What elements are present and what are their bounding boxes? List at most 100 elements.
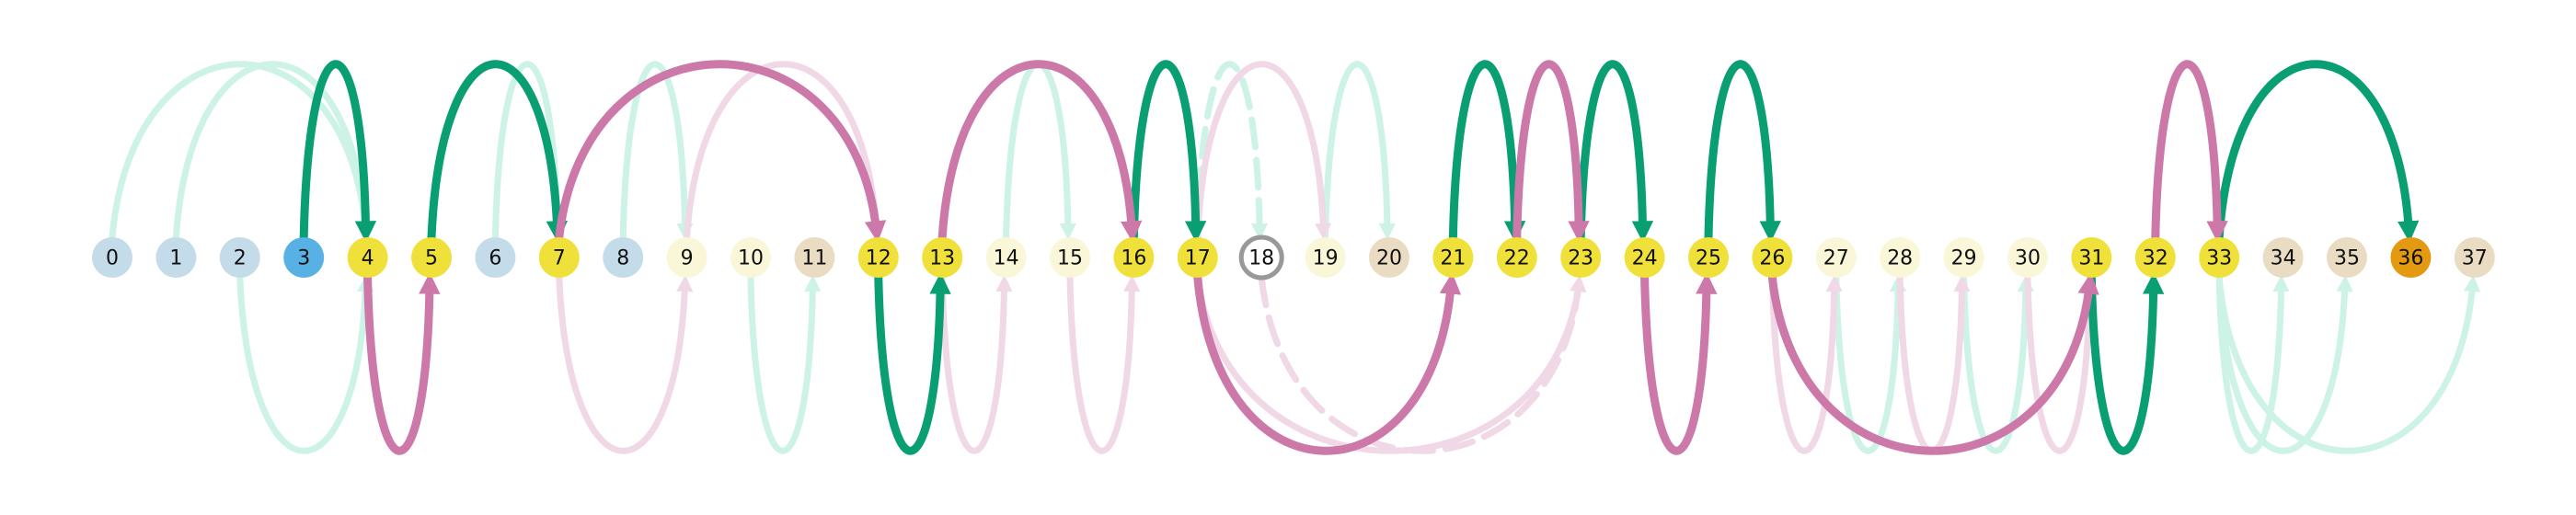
node-5: 5 xyxy=(411,237,452,278)
node-label: 20 xyxy=(1376,247,1402,270)
node-label: 10 xyxy=(738,247,764,270)
edge-33-to-35 xyxy=(2215,274,2353,454)
edge-21-to-22 xyxy=(1448,60,1526,243)
node-label: 8 xyxy=(616,247,629,270)
node-36: 36 xyxy=(2390,237,2432,278)
node-circle xyxy=(1560,237,1602,278)
node-circle xyxy=(1943,237,1984,278)
node-label: 12 xyxy=(866,247,891,270)
node-9: 9 xyxy=(666,237,707,278)
edge-31-to-32 xyxy=(2087,272,2165,455)
edge-8-to-9 xyxy=(619,61,694,241)
node-circle xyxy=(1113,237,1155,278)
edge-28-to-29 xyxy=(1896,274,1971,454)
node-label: 27 xyxy=(1823,247,1849,270)
node-label: 16 xyxy=(1121,247,1146,270)
edge-4-to-5 xyxy=(363,272,441,455)
node-circle xyxy=(475,237,516,278)
node-35: 35 xyxy=(2327,237,2367,278)
node-label: 26 xyxy=(1759,247,1785,270)
edge-33-to-37 xyxy=(2215,274,2481,454)
node-circle xyxy=(1305,237,1346,278)
node-circle xyxy=(1624,237,1665,278)
node-label: 13 xyxy=(929,247,955,270)
node-circle xyxy=(603,237,644,278)
node-circle xyxy=(1815,237,1857,278)
node-label: 18 xyxy=(1248,247,1274,270)
edge-33-to-34 xyxy=(2215,274,2290,454)
node-label: 14 xyxy=(994,247,1019,270)
node-label: 5 xyxy=(425,247,438,270)
node-circle xyxy=(1238,235,1284,280)
node-circle xyxy=(2390,237,2432,278)
edge-17-to-23 xyxy=(1194,274,1587,454)
edge-24-to-25 xyxy=(1640,272,1718,455)
node-circle xyxy=(2134,237,2176,278)
edge-10-to-11 xyxy=(747,274,822,454)
node-20: 20 xyxy=(1369,237,1409,278)
node-27: 27 xyxy=(1815,237,1857,278)
edge-33-to-36 xyxy=(2214,60,2420,243)
edge-12-to-13 xyxy=(874,272,951,455)
edge-9-to-12 xyxy=(684,61,885,241)
node-label: 25 xyxy=(1696,247,1721,270)
node-circle xyxy=(219,237,260,278)
node-label: 19 xyxy=(1313,247,1339,270)
node-label: 30 xyxy=(2015,247,2041,270)
node-28: 28 xyxy=(1880,237,1921,278)
node-16: 16 xyxy=(1113,237,1155,278)
edge-7-to-12 xyxy=(555,60,887,243)
node-7: 7 xyxy=(538,237,580,278)
node-circle xyxy=(1752,237,1793,278)
edge-2-to-4 xyxy=(236,274,374,454)
node-circle xyxy=(2327,237,2367,278)
node-23: 23 xyxy=(1560,237,1602,278)
node-circle xyxy=(347,237,388,278)
node-17: 17 xyxy=(1177,237,1218,278)
edge-15-to-16 xyxy=(1066,274,1141,454)
node-label: 28 xyxy=(1887,247,1913,270)
edge-7-to-9 xyxy=(556,274,694,454)
node-13: 13 xyxy=(922,237,963,278)
node-label: 3 xyxy=(297,247,310,270)
node-circle xyxy=(2007,237,2048,278)
node-label: 9 xyxy=(681,247,694,270)
node-circle xyxy=(857,237,899,278)
node-31: 31 xyxy=(2071,237,2112,278)
node-24: 24 xyxy=(1624,237,1665,278)
edge-0-to-4 xyxy=(109,61,374,241)
node-circle xyxy=(794,237,835,278)
edge-17-to-19 xyxy=(1194,61,1332,241)
node-label: 0 xyxy=(106,247,119,270)
node-label: 36 xyxy=(2398,247,2423,270)
edge-23-to-24 xyxy=(1576,60,1654,243)
node-33: 33 xyxy=(2199,237,2240,278)
nodes-layer: 0 1 2 3 4 5 6 7 8 9 10 11 12 13 14 15 16 17 18 19 20 21 22 23 24… xyxy=(92,235,2495,280)
edge-25-to-26 xyxy=(1704,60,1781,243)
node-circle xyxy=(283,237,325,278)
edge-18-to-23 xyxy=(1258,274,1587,454)
node-29: 29 xyxy=(1943,237,1984,278)
node-circle xyxy=(922,237,963,278)
edge-3-to-4 xyxy=(299,60,377,243)
node-label: 15 xyxy=(1057,247,1083,270)
node-circle xyxy=(538,237,580,278)
node-label: 4 xyxy=(362,247,374,270)
node-circle xyxy=(666,237,707,278)
edges-layer xyxy=(109,60,2481,455)
node-37: 37 xyxy=(2454,237,2495,278)
node-label: 7 xyxy=(553,247,566,270)
node-label: 35 xyxy=(2334,247,2360,270)
node-label: 31 xyxy=(2078,247,2104,270)
node-22: 22 xyxy=(1496,237,1537,278)
edge-27-to-28 xyxy=(1833,274,1907,454)
node-label: 34 xyxy=(2271,247,2296,270)
edge-1-to-4 xyxy=(172,61,374,241)
node-circle xyxy=(1880,237,1921,278)
node-0: 0 xyxy=(92,237,132,278)
node-label: 22 xyxy=(1504,247,1530,270)
node-34: 34 xyxy=(2262,237,2304,278)
node-circle xyxy=(92,237,132,278)
node-label: 1 xyxy=(169,247,182,270)
node-label: 29 xyxy=(1951,247,1977,270)
